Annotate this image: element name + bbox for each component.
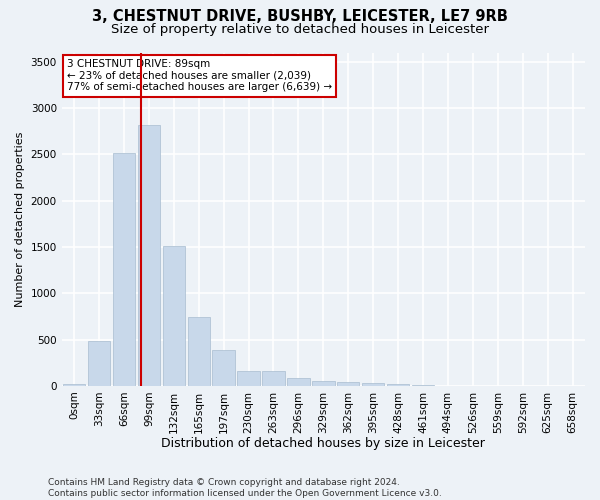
Bar <box>188 318 210 386</box>
X-axis label: Distribution of detached houses by size in Leicester: Distribution of detached houses by size … <box>161 437 485 450</box>
Bar <box>63 384 85 386</box>
Bar <box>212 350 235 386</box>
Text: Contains HM Land Registry data © Crown copyright and database right 2024.
Contai: Contains HM Land Registry data © Crown c… <box>48 478 442 498</box>
Bar <box>287 378 310 386</box>
Bar <box>337 382 359 386</box>
Bar <box>88 342 110 386</box>
Text: Size of property relative to detached houses in Leicester: Size of property relative to detached ho… <box>111 22 489 36</box>
Bar <box>362 383 385 386</box>
Bar <box>113 154 135 386</box>
Text: 3, CHESTNUT DRIVE, BUSHBY, LEICESTER, LE7 9RB: 3, CHESTNUT DRIVE, BUSHBY, LEICESTER, LE… <box>92 9 508 24</box>
Text: 3 CHESTNUT DRIVE: 89sqm
← 23% of detached houses are smaller (2,039)
77% of semi: 3 CHESTNUT DRIVE: 89sqm ← 23% of detache… <box>67 59 332 92</box>
Y-axis label: Number of detached properties: Number of detached properties <box>15 132 25 307</box>
Bar <box>387 384 409 386</box>
Bar <box>262 372 285 386</box>
Bar <box>238 372 260 386</box>
Bar <box>137 124 160 386</box>
Bar <box>163 246 185 386</box>
Bar <box>312 381 335 386</box>
